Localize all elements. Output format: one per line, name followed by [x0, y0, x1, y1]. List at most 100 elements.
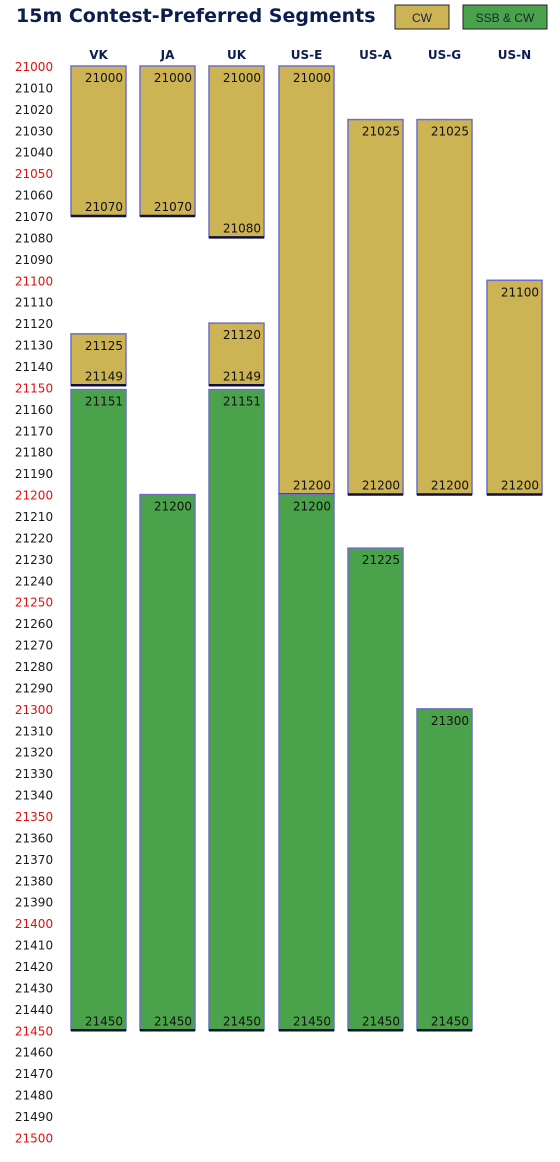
tick-21460: 21460: [15, 1046, 53, 1060]
tick-21130: 21130: [15, 339, 53, 353]
tick-21100: 21100: [15, 274, 53, 288]
segment-vk-cw-21000: 21000 21070: [70, 65, 127, 218]
segment-end-label: 21450: [85, 1014, 123, 1028]
segment-end-label: 21070: [154, 200, 192, 214]
tick-21490: 21490: [15, 1110, 53, 1124]
segment-vk-ssb-cw-21151: 21151 21450: [70, 388, 127, 1032]
column-label-ja: JA: [160, 48, 175, 62]
tick-21140: 21140: [15, 360, 53, 374]
segment-bar: [139, 65, 196, 217]
tick-21480: 21480: [15, 1089, 53, 1103]
segment-bar: [347, 118, 404, 496]
legend-label-cw: CW: [412, 11, 433, 25]
segment-end-label: 21200: [431, 479, 469, 493]
tick-21070: 21070: [15, 210, 53, 224]
tick-21170: 21170: [15, 424, 53, 438]
legend-swatch-ssb-cw: [462, 4, 548, 30]
segment-uk-cw-21120: 21120 21149: [208, 322, 265, 387]
segment-bar: [208, 65, 265, 239]
tick-21260: 21260: [15, 617, 53, 631]
segment-start-label: 21225: [362, 553, 400, 567]
tick-21060: 21060: [15, 189, 53, 203]
frequency-axis: 21000 21010 21020 21030 21040 21050 21060 21070…: [15, 60, 53, 1145]
legend-item-ssb-cw: SSB & CW: [462, 4, 548, 30]
segment-end-label: 21450: [223, 1014, 261, 1028]
segment-bars: 21000 21070 21125 21149 21151 21450 21000 21070…: [70, 65, 543, 1032]
tick-21220: 21220: [15, 531, 53, 545]
segment-end-label: 21080: [223, 221, 261, 235]
tick-21270: 21270: [15, 639, 53, 653]
segment-start-label: 21151: [85, 395, 123, 409]
segment-us-g-cw-21025: 21025 21200: [416, 118, 473, 496]
segment-start-label: 21120: [223, 328, 261, 342]
segment-end-label: 21070: [85, 200, 123, 214]
segment-end-label: 21200: [293, 479, 331, 493]
segment-bar: [139, 493, 196, 1032]
segment-end-label: 21200: [362, 479, 400, 493]
segment-bar: [347, 547, 404, 1032]
tick-21410: 21410: [15, 939, 53, 953]
segment-us-a-cw-21025: 21025 21200: [347, 118, 404, 496]
column-label-us-g: US-G: [428, 48, 461, 62]
tick-21020: 21020: [15, 103, 53, 117]
tick-21320: 21320: [15, 746, 53, 760]
chart-title: 15m Contest-Preferred Segments: [16, 5, 376, 27]
legend: CW SSB & CW: [394, 4, 548, 30]
tick-21280: 21280: [15, 660, 53, 674]
segment-us-e-ssb-cw-21200: 21200 21450: [278, 493, 335, 1032]
segment-bar: [416, 708, 473, 1032]
tick-21340: 21340: [15, 789, 53, 803]
tick-21250: 21250: [15, 596, 53, 610]
segment-end-label: 21200: [501, 479, 539, 493]
segment-bar: [208, 388, 265, 1032]
tick-21040: 21040: [15, 146, 53, 160]
legend-label-ssb-cw: SSB & CW: [476, 11, 535, 25]
segment-start-label: 21200: [293, 500, 331, 514]
tick-21080: 21080: [15, 231, 53, 245]
segment-start-label: 21000: [223, 71, 261, 85]
tick-21500: 21500: [15, 1131, 53, 1145]
tick-21090: 21090: [15, 253, 53, 267]
segment-us-g-ssb-cw-21300: 21300 21450: [416, 708, 473, 1032]
tick-21190: 21190: [15, 467, 53, 481]
tick-21200: 21200: [15, 489, 53, 503]
segment-start-label: 21200: [154, 500, 192, 514]
column-label-us-e: US-E: [291, 48, 323, 62]
segment-ja-cw-21000: 21000 21070: [139, 65, 196, 218]
tick-21390: 21390: [15, 896, 53, 910]
segment-us-n-cw-21100: 21100 21200: [486, 279, 543, 496]
segment-us-a-ssb-cw-21225: 21225 21450: [347, 547, 404, 1032]
tick-21440: 21440: [15, 1003, 53, 1017]
tick-21210: 21210: [15, 510, 53, 524]
tick-21000: 21000: [15, 60, 53, 74]
column-label-us-n: US-N: [498, 48, 531, 62]
category-labels: VK JA UK US-E US-A US-G US-N: [89, 48, 531, 62]
segment-end-label: 21450: [154, 1014, 192, 1028]
tick-21290: 21290: [15, 681, 53, 695]
segment-start-label: 21000: [154, 71, 192, 85]
segment-bar: [416, 118, 473, 496]
tick-21370: 21370: [15, 853, 53, 867]
tick-21310: 21310: [15, 724, 53, 738]
segment-bar: [278, 65, 335, 496]
tick-21030: 21030: [15, 124, 53, 138]
segment-end-label: 21450: [431, 1014, 469, 1028]
column-label-uk: UK: [227, 48, 247, 62]
tick-21120: 21120: [15, 317, 53, 331]
tick-21240: 21240: [15, 574, 53, 588]
tick-21230: 21230: [15, 553, 53, 567]
segment-start-label: 21025: [362, 125, 400, 139]
segment-start-label: 21151: [223, 395, 261, 409]
segment-end-label: 21149: [223, 369, 261, 383]
segment-us-e-cw-21000: 21000 21200: [278, 65, 335, 496]
tick-21330: 21330: [15, 767, 53, 781]
tick-21050: 21050: [15, 167, 53, 181]
tick-21400: 21400: [15, 917, 53, 931]
legend-swatch-cw: [394, 4, 450, 30]
tick-21110: 21110: [15, 296, 53, 310]
tick-21010: 21010: [15, 81, 53, 95]
segment-start-label: 21100: [501, 285, 539, 299]
tick-21160: 21160: [15, 403, 53, 417]
segment-start-label: 21300: [431, 714, 469, 728]
